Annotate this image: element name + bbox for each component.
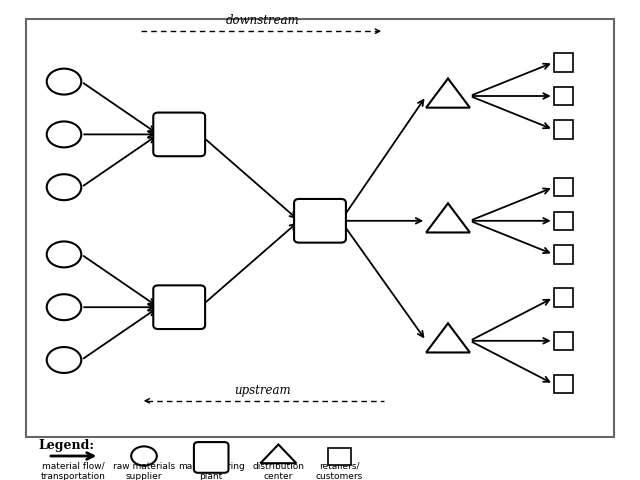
Polygon shape [426, 79, 470, 108]
Text: material flow/
transportation: material flow/ transportation [41, 462, 106, 480]
Text: Legend:: Legend: [38, 439, 95, 452]
Polygon shape [426, 204, 470, 232]
FancyBboxPatch shape [294, 199, 346, 243]
Text: distribution
center: distribution center [252, 462, 305, 480]
Bar [554, 53, 573, 72]
Bar [26, 19, 614, 437]
Bar [554, 87, 573, 105]
Text: retailers/
customers: retailers/ customers [316, 462, 363, 480]
Text: upstream: upstream [234, 384, 291, 397]
Bar [554, 288, 573, 307]
Bar [554, 178, 573, 196]
Bar [554, 212, 573, 230]
Bar [554, 332, 573, 350]
FancyBboxPatch shape [154, 113, 205, 156]
Polygon shape [260, 444, 296, 463]
FancyBboxPatch shape [194, 442, 228, 473]
Text: manufacturing
plant: manufacturing plant [178, 462, 244, 480]
FancyBboxPatch shape [154, 285, 205, 329]
Bar [554, 245, 573, 264]
Text: raw materials
supplier: raw materials supplier [113, 462, 175, 480]
Polygon shape [426, 324, 470, 352]
Text: downstream: downstream [225, 14, 300, 27]
Bar [554, 120, 573, 139]
Bar [554, 375, 573, 393]
Bar [328, 448, 351, 465]
